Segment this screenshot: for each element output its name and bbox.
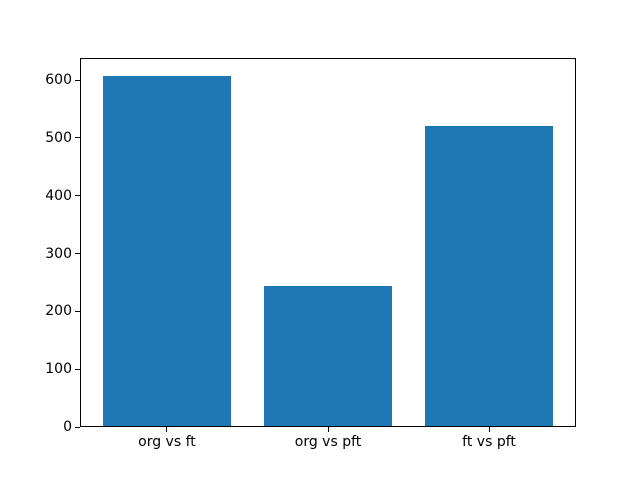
x-tick-mark <box>166 427 168 432</box>
x-tick-mark <box>488 427 490 432</box>
y-tick-label: 400 <box>45 187 72 204</box>
y-tick-mark <box>75 253 80 255</box>
y-tick-mark <box>75 195 80 197</box>
bar-ft-vs-pft <box>424 126 554 427</box>
y-tick-label: 200 <box>45 303 72 320</box>
y-tick-label: 300 <box>45 245 72 262</box>
y-tick-label: 100 <box>45 361 72 378</box>
y-tick-mark <box>75 310 80 312</box>
y-tick-label: 0 <box>63 419 72 435</box>
y-tick-label: 600 <box>45 72 72 89</box>
bar-org-vs-ft <box>102 75 232 427</box>
y-tick-label: 500 <box>45 129 72 146</box>
x-tick-label: ft vs pft <box>462 434 516 450</box>
x-tick-label: org vs pft <box>294 434 362 450</box>
y-tick-mark <box>75 79 80 81</box>
y-tick-mark <box>75 137 80 139</box>
bar-org-vs-pft <box>263 285 393 427</box>
y-tick-mark <box>75 426 80 428</box>
x-tick-mark <box>327 427 329 432</box>
y-tick-mark <box>75 368 80 370</box>
x-tick-label: org vs ft <box>138 434 196 450</box>
